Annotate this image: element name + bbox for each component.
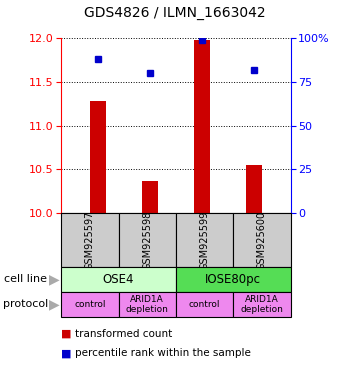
Bar: [61, 267, 176, 292]
Text: control: control: [74, 300, 106, 309]
Text: GSM925599: GSM925599: [199, 210, 210, 270]
Bar: [194, 40, 210, 213]
Text: GSM925600: GSM925600: [257, 210, 267, 270]
Bar: [119, 213, 176, 267]
Bar: [176, 292, 233, 317]
Bar: [233, 213, 290, 267]
Text: cell line: cell line: [4, 274, 47, 285]
Bar: [176, 213, 233, 267]
Text: transformed count: transformed count: [75, 329, 173, 339]
Text: ■: ■: [61, 329, 72, 339]
Text: ARID1A
depletion: ARID1A depletion: [240, 295, 283, 314]
Text: control: control: [189, 300, 220, 309]
Text: GDS4826 / ILMN_1663042: GDS4826 / ILMN_1663042: [84, 7, 266, 20]
Bar: [233, 292, 290, 317]
Bar: [176, 267, 290, 292]
Bar: [90, 101, 106, 213]
Bar: [119, 292, 176, 317]
Text: GSM925597: GSM925597: [85, 210, 95, 270]
Text: ▶: ▶: [49, 272, 60, 286]
Bar: [246, 165, 262, 213]
Text: ■: ■: [61, 348, 72, 358]
Bar: [61, 292, 119, 317]
Text: ▶: ▶: [49, 297, 60, 311]
Bar: [142, 181, 158, 213]
Bar: [61, 213, 119, 267]
Text: protocol: protocol: [4, 299, 49, 310]
Text: IOSE80pc: IOSE80pc: [205, 273, 261, 286]
Text: ARID1A
depletion: ARID1A depletion: [126, 295, 169, 314]
Text: OSE4: OSE4: [103, 273, 134, 286]
Text: percentile rank within the sample: percentile rank within the sample: [75, 348, 251, 358]
Text: GSM925598: GSM925598: [142, 210, 152, 270]
